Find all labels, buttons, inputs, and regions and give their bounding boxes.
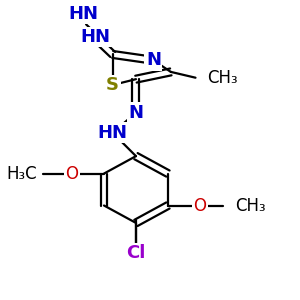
Text: CH₃: CH₃ <box>207 69 238 87</box>
Text: N: N <box>128 103 143 122</box>
Text: N: N <box>146 51 161 69</box>
Text: HN: HN <box>80 28 110 46</box>
Text: HN: HN <box>69 4 99 22</box>
Text: HN: HN <box>98 124 128 142</box>
Text: O: O <box>66 165 79 183</box>
Text: O: O <box>194 196 206 214</box>
Text: Cl: Cl <box>126 244 146 262</box>
Text: H₃C: H₃C <box>7 165 37 183</box>
Text: CH₃: CH₃ <box>235 196 265 214</box>
Text: S: S <box>106 76 119 94</box>
